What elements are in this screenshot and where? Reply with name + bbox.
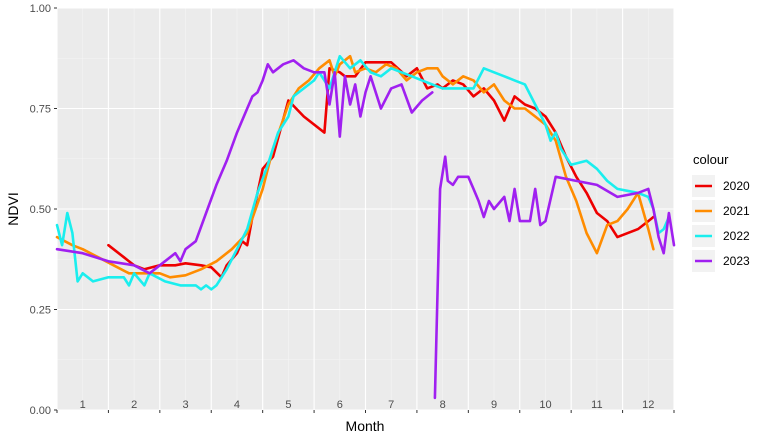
month-label: 10: [539, 399, 551, 411]
month-label: 4: [234, 399, 240, 411]
month-label: 12: [642, 399, 654, 411]
y-tick-label: 0.25: [30, 305, 51, 317]
y-axis: 0.00 0.25 0.50 0.75 1.00: [30, 3, 57, 417]
legend-title: colour: [693, 152, 729, 167]
month-label: 6: [337, 399, 343, 411]
series-lines: [55, 54, 676, 400]
y-axis-title: NDVI: [5, 192, 21, 225]
series-line-2023: [55, 59, 676, 400]
month-label: 1: [80, 399, 86, 411]
series-line-2020: [107, 61, 655, 279]
series-line-2021: [55, 54, 655, 279]
month-label: 3: [182, 399, 188, 411]
legend-label-2020: 2020: [723, 179, 750, 193]
month-label: 9: [491, 399, 497, 411]
legend-label-2023: 2023: [723, 254, 750, 268]
y-tick-label: 0.00: [30, 405, 51, 417]
legend-label-2021: 2021: [723, 204, 750, 218]
y-tick-label: 0.50: [30, 204, 51, 216]
month-labels: 1 2 3 4 5 6 7 8 9 10 11 12: [80, 399, 655, 411]
month-label: 5: [285, 399, 291, 411]
legend: colour 2020 2021 2022 2023: [692, 152, 750, 272]
month-label: 7: [388, 399, 394, 411]
month-label: 8: [440, 399, 446, 411]
y-tick-label: 0.75: [30, 104, 51, 116]
x-axis-title: Month: [346, 418, 385, 434]
y-tick-label: 1.00: [30, 3, 51, 15]
x-axis: [56, 410, 675, 413]
legend-label-2022: 2022: [723, 229, 750, 243]
series-line-2022: [55, 54, 671, 291]
month-label: 11: [591, 399, 602, 411]
month-label: 2: [131, 399, 137, 411]
